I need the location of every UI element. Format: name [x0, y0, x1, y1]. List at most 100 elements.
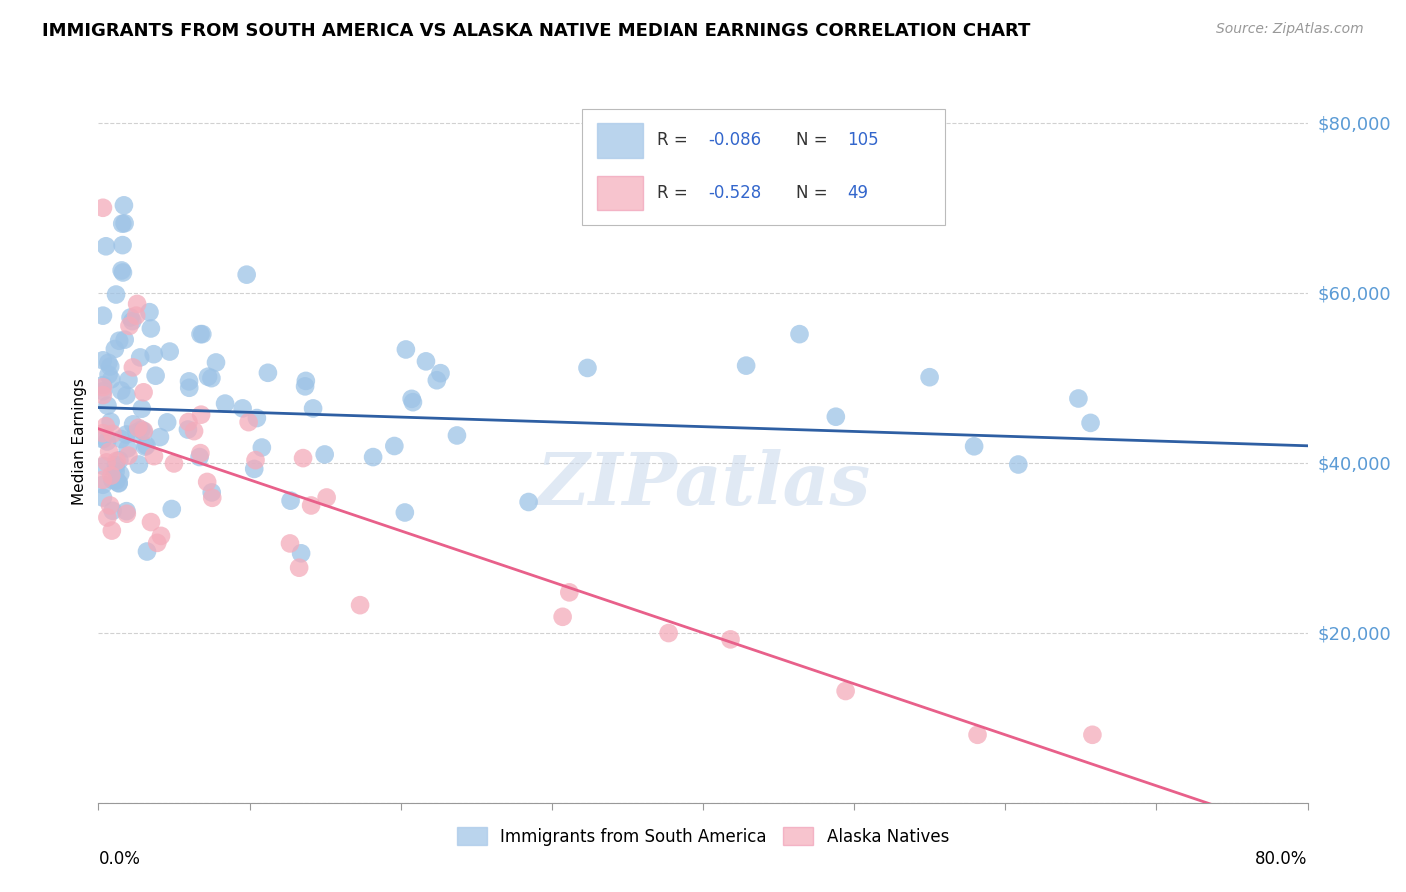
- Point: [111, 238, 134, 252]
- Point: [429, 366, 451, 380]
- Text: R =: R =: [657, 184, 688, 202]
- Y-axis label: Median Earnings: Median Earnings: [72, 378, 87, 505]
- Point: [127, 297, 149, 311]
- Point: [91, 380, 114, 394]
- Point: [156, 415, 179, 429]
- Point: [446, 428, 468, 442]
- Point: [107, 475, 129, 490]
- Point: [94, 239, 117, 253]
- Point: [132, 424, 155, 438]
- Point: [96, 399, 118, 413]
- Point: [190, 327, 212, 342]
- Point: [104, 458, 127, 473]
- Point: [101, 473, 124, 487]
- Point: [395, 343, 418, 357]
- Point: [183, 424, 205, 438]
- Point: [125, 309, 148, 323]
- Point: [135, 438, 157, 452]
- Point: [91, 309, 114, 323]
- Point: [159, 344, 181, 359]
- Point: [250, 441, 273, 455]
- Point: [91, 353, 114, 368]
- Point: [188, 450, 211, 464]
- Point: [121, 360, 143, 375]
- FancyBboxPatch shape: [582, 109, 945, 225]
- Point: [139, 515, 162, 529]
- Point: [97, 368, 120, 382]
- Point: [96, 434, 118, 449]
- Point: [100, 372, 122, 386]
- Point: [110, 432, 132, 446]
- Point: [789, 327, 811, 342]
- Point: [401, 392, 423, 406]
- Point: [200, 371, 222, 385]
- Point: [108, 453, 131, 467]
- Point: [246, 411, 269, 425]
- Point: [292, 451, 315, 466]
- Point: [1067, 392, 1090, 406]
- Point: [1080, 416, 1102, 430]
- Point: [117, 442, 139, 456]
- Point: [91, 378, 114, 392]
- Point: [299, 499, 322, 513]
- Point: [257, 366, 280, 380]
- Point: [278, 536, 301, 550]
- Point: [132, 425, 155, 439]
- Point: [201, 491, 224, 505]
- FancyBboxPatch shape: [596, 176, 643, 211]
- Point: [114, 216, 136, 230]
- Point: [243, 462, 266, 476]
- Point: [114, 333, 136, 347]
- Point: [101, 504, 124, 518]
- Point: [104, 464, 127, 478]
- Point: [134, 440, 156, 454]
- Point: [128, 458, 150, 472]
- Text: N =: N =: [796, 131, 828, 149]
- Point: [94, 419, 117, 434]
- Text: 105: 105: [846, 131, 879, 149]
- Point: [145, 368, 167, 383]
- Point: [551, 609, 574, 624]
- Text: 0.0%: 0.0%: [98, 849, 141, 868]
- Point: [100, 468, 122, 483]
- Point: [110, 384, 132, 398]
- Point: [302, 401, 325, 416]
- Point: [394, 506, 416, 520]
- Point: [834, 684, 856, 698]
- Text: R =: R =: [657, 131, 688, 149]
- Point: [142, 449, 165, 463]
- Point: [105, 474, 128, 488]
- Text: Source: ZipAtlas.com: Source: ZipAtlas.com: [1216, 22, 1364, 37]
- Point: [160, 502, 183, 516]
- Point: [197, 369, 219, 384]
- Point: [138, 305, 160, 319]
- Point: [121, 314, 143, 328]
- Point: [576, 360, 599, 375]
- Point: [163, 457, 186, 471]
- Point: [110, 467, 132, 481]
- Point: [720, 632, 742, 647]
- Point: [112, 198, 135, 212]
- Point: [111, 265, 134, 279]
- Point: [195, 475, 218, 489]
- Point: [824, 409, 846, 424]
- FancyBboxPatch shape: [596, 123, 643, 158]
- Point: [402, 395, 425, 409]
- Point: [245, 453, 267, 467]
- Point: [117, 373, 139, 387]
- Point: [117, 449, 139, 463]
- Point: [190, 408, 212, 422]
- Point: [97, 356, 120, 370]
- Point: [111, 217, 134, 231]
- Point: [96, 455, 118, 469]
- Point: [235, 268, 257, 282]
- Point: [100, 415, 122, 429]
- Point: [115, 507, 138, 521]
- Point: [105, 287, 128, 301]
- Point: [91, 473, 114, 487]
- Point: [125, 425, 148, 440]
- Point: [150, 529, 173, 543]
- Point: [115, 427, 138, 442]
- Point: [177, 375, 200, 389]
- Point: [294, 379, 316, 393]
